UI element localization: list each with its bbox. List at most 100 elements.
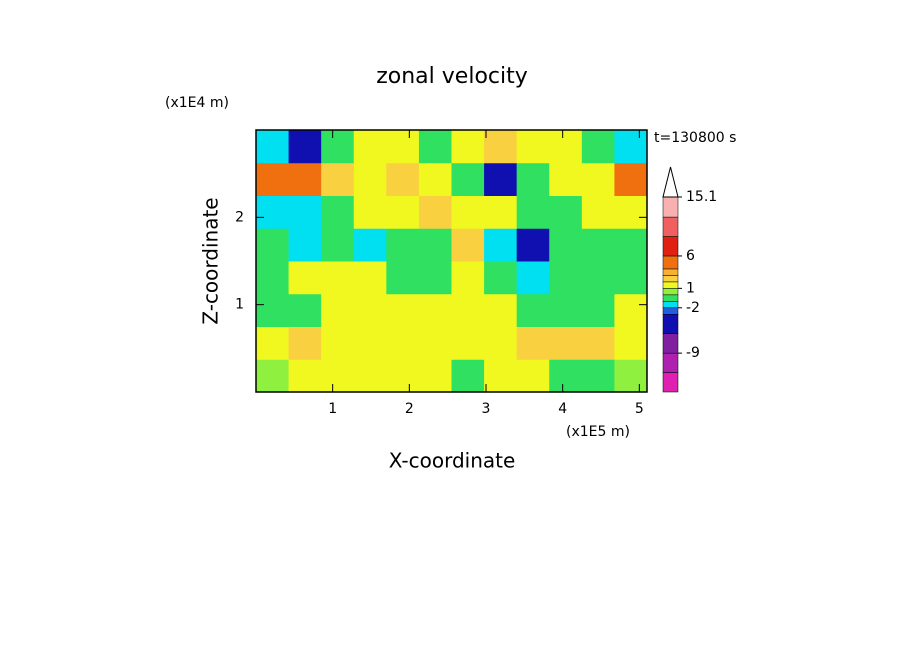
field-cell xyxy=(549,293,583,327)
field-cell xyxy=(418,359,452,393)
field-cell xyxy=(484,228,518,262)
colorbar-band xyxy=(662,294,679,302)
field-cell xyxy=(549,162,583,196)
colorbar-tick-label: 1 xyxy=(686,280,695,296)
field-cell xyxy=(418,195,452,229)
colorbar-tick-label: -2 xyxy=(686,300,700,316)
x-tick-label: 4 xyxy=(558,401,567,417)
field-cell xyxy=(614,162,648,196)
x-tick-label: 1 xyxy=(328,401,337,417)
field-cell xyxy=(418,228,452,262)
colorbar-band xyxy=(662,333,679,354)
field-cell xyxy=(614,130,648,164)
field-cell xyxy=(386,228,420,262)
field-cell xyxy=(451,195,485,229)
field-cell xyxy=(288,130,322,164)
field-cell xyxy=(321,130,355,164)
plot-frame xyxy=(255,129,648,393)
field-cell xyxy=(516,195,550,229)
field-cell xyxy=(288,261,322,295)
field-cell xyxy=(484,293,518,327)
field-cell xyxy=(516,293,550,327)
field-cell xyxy=(256,162,290,196)
field-cell xyxy=(581,162,615,196)
x-tick-label: 5 xyxy=(635,401,644,417)
field-cell xyxy=(484,326,518,360)
x-tick-label: 3 xyxy=(482,401,491,417)
field-cell xyxy=(288,195,322,229)
colorbar-band xyxy=(662,352,679,373)
x-axis-label: X-coordinate xyxy=(389,449,516,473)
y-tick-label: 1 xyxy=(235,297,244,313)
field-cell xyxy=(256,293,290,327)
field-cell xyxy=(418,326,452,360)
colorbar-band xyxy=(662,255,679,270)
field-cell xyxy=(516,130,550,164)
axes: 1 2 3 4 5 1 2 -9 -2 1 6 15.1 xyxy=(235,129,717,417)
field-cell xyxy=(516,326,550,360)
field-cell xyxy=(321,195,355,229)
field-cell xyxy=(516,261,550,295)
field-cell xyxy=(386,261,420,295)
field-cell xyxy=(386,195,420,229)
colorbar-band xyxy=(662,275,679,283)
field-cell xyxy=(353,130,387,164)
field-cell xyxy=(451,162,485,196)
field-cell xyxy=(614,195,648,229)
field-cell xyxy=(451,130,485,164)
y-axis-label: Z-coordinate xyxy=(199,197,223,324)
colorbar-band xyxy=(662,268,679,276)
field-cell xyxy=(451,326,485,360)
colorbar-band xyxy=(662,236,679,257)
chart-title: zonal velocity xyxy=(376,64,528,89)
x-unit: (x1E5 m) xyxy=(566,424,630,440)
field-cell xyxy=(451,293,485,327)
field-cell xyxy=(386,130,420,164)
field-cell xyxy=(614,261,648,295)
field-cell xyxy=(614,228,648,262)
field-cell xyxy=(614,326,648,360)
x-tick-label: 2 xyxy=(405,401,414,417)
field-cell xyxy=(484,195,518,229)
field-cell xyxy=(353,261,387,295)
field-cell xyxy=(386,162,420,196)
field-cell xyxy=(353,228,387,262)
field-cell xyxy=(614,359,648,393)
colorbar-band xyxy=(662,307,679,315)
y-unit: (x1E4 m) xyxy=(165,95,229,111)
field-cell xyxy=(288,228,322,262)
field-cell xyxy=(581,293,615,327)
field-cell xyxy=(256,359,290,393)
field-cell xyxy=(256,261,290,295)
field-cell xyxy=(549,326,583,360)
colorbar-band xyxy=(662,372,679,393)
time-label: t=130800 s xyxy=(654,130,736,146)
field-cell xyxy=(288,162,322,196)
field-cell xyxy=(484,261,518,295)
field-cell xyxy=(484,359,518,393)
field-cell xyxy=(288,293,322,327)
field-cell xyxy=(256,228,290,262)
field-cell xyxy=(321,359,355,393)
field-cell xyxy=(581,130,615,164)
field-cell xyxy=(386,293,420,327)
field-cell xyxy=(549,228,583,262)
colorbar-band xyxy=(662,281,679,289)
colorbar-tick-label: -9 xyxy=(686,345,700,361)
colorbar-band xyxy=(662,314,679,334)
field-cell xyxy=(418,261,452,295)
field-cell xyxy=(549,359,583,393)
field-cell xyxy=(256,130,290,164)
field-cell xyxy=(581,228,615,262)
field-cell xyxy=(516,162,550,196)
field-cell xyxy=(321,326,355,360)
field-cell xyxy=(549,130,583,164)
field-cell xyxy=(549,195,583,229)
field-cell xyxy=(484,162,518,196)
field-cell xyxy=(418,293,452,327)
contour-field xyxy=(256,130,648,393)
field-cell xyxy=(386,326,420,360)
field-cell xyxy=(549,261,583,295)
field-cell xyxy=(451,261,485,295)
